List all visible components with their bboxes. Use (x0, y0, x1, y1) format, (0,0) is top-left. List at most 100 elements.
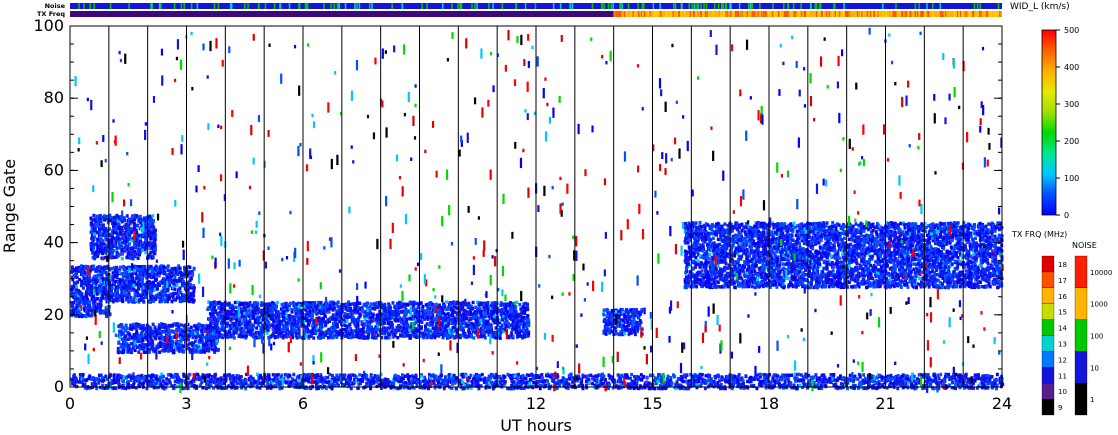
txfreq-bar-tick (921, 11, 923, 17)
echo-cell (335, 312, 339, 316)
echo-cell (368, 316, 372, 320)
echo-cell (393, 334, 397, 338)
echo-cell (112, 275, 116, 279)
echo-cell (256, 320, 260, 325)
echo-cell (391, 301, 395, 305)
echo-cell (110, 242, 114, 246)
echo-cell (133, 280, 137, 284)
echo-cell (394, 328, 398, 333)
echo-cell (217, 311, 220, 316)
echo-cell (435, 321, 439, 326)
echo-cell (170, 339, 174, 343)
echo-cell (228, 305, 232, 310)
echo-cell (134, 264, 138, 269)
echo-cell (114, 274, 117, 279)
echo-cell (187, 331, 190, 335)
echo-cell (168, 331, 172, 335)
noise-bar-tick (610, 3, 612, 9)
echo-cell (130, 323, 134, 328)
txfreq-bar-tick (841, 11, 843, 17)
echo-cell (328, 330, 332, 334)
echo-cell (330, 317, 334, 321)
echo-cell (420, 325, 423, 329)
echo-cell (360, 309, 364, 314)
echo-cell (293, 328, 297, 332)
echo-cell (467, 329, 471, 333)
echo-cell (322, 316, 326, 321)
echo-cell (416, 305, 420, 310)
echo-cell (121, 216, 125, 220)
echo-cell (491, 306, 495, 311)
echo-cell (511, 326, 515, 330)
echo-cell (141, 292, 145, 297)
echo-cell (460, 326, 464, 330)
echo-cell (233, 323, 237, 327)
echo-cell (138, 237, 142, 242)
echo-cell (255, 326, 259, 330)
echo-cell (373, 302, 377, 307)
echo-cell (509, 308, 513, 312)
echo-cell (386, 321, 390, 326)
echo-cell (366, 320, 370, 325)
echo-cell (317, 310, 321, 315)
echo-cell (517, 334, 521, 338)
echo-cell (346, 305, 350, 309)
echo-cell (149, 215, 153, 220)
echo-cell (87, 308, 91, 313)
echo-cell (335, 301, 339, 306)
echo-cell (94, 283, 98, 288)
echo-cell (267, 303, 271, 308)
echo-cell (172, 348, 176, 353)
echo-cell (188, 265, 192, 270)
echo-cell (146, 243, 150, 248)
echo-cell (214, 326, 218, 330)
echo-cell (210, 305, 214, 309)
echo-cell (121, 240, 124, 245)
echo-cell (478, 307, 482, 311)
echo-cell (309, 305, 313, 309)
echo-cell (233, 327, 237, 332)
echo-cell (411, 300, 415, 305)
echo-cell (127, 223, 130, 228)
echo-cell (457, 321, 461, 325)
txfreq-bar-tick (774, 11, 776, 17)
echo-cell (75, 290, 79, 294)
echo-cell (346, 314, 350, 319)
echo-cell (143, 231, 147, 235)
echo-cell (302, 319, 306, 324)
echo-cell (280, 331, 284, 336)
echo-cell (341, 303, 345, 307)
echo-cell (389, 320, 393, 325)
txfreq-bar-tick (665, 11, 667, 17)
noise-bar-tick (643, 3, 645, 9)
echo-cell (178, 266, 182, 271)
echo-cell (79, 312, 83, 316)
echo-cell (418, 310, 422, 315)
echo-cell (121, 350, 125, 354)
echo-cell (138, 267, 142, 272)
echo-cell (235, 314, 238, 319)
echo-cell (500, 328, 504, 332)
echo-cell (128, 333, 132, 337)
echo-cell (99, 292, 103, 297)
echo-cell (368, 322, 371, 327)
echo-cell (80, 264, 83, 268)
echo-cell (132, 297, 136, 302)
echo-cell (99, 303, 103, 307)
echo-cell (270, 313, 274, 317)
echo-cell (249, 322, 253, 327)
echo-cell (142, 283, 146, 288)
noise-bar-tick (722, 3, 724, 9)
echo-cell (147, 229, 151, 233)
echo-cell (70, 287, 73, 292)
echo-cell (92, 264, 96, 268)
echo-cell (414, 320, 418, 325)
echo-cell (335, 309, 339, 313)
echo-cell (115, 213, 119, 218)
echo-cell (103, 214, 107, 218)
echo-cell (483, 336, 487, 340)
echo-cell (324, 323, 328, 327)
echo-cell (136, 282, 140, 287)
echo-cell (109, 244, 113, 248)
echo-cell (504, 305, 508, 309)
